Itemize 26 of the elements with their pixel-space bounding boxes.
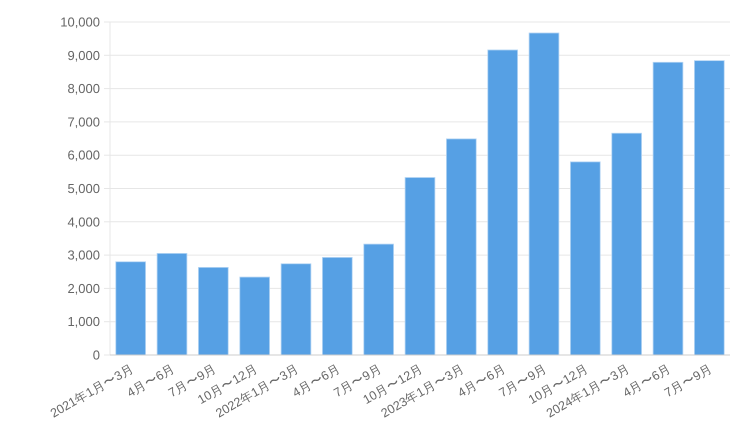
y-tick-label: 8,000 <box>67 81 100 96</box>
bar <box>487 50 518 356</box>
y-tick-label: 6,000 <box>67 148 100 163</box>
bar <box>363 244 394 356</box>
y-tick-label: 9,000 <box>67 48 100 63</box>
bar <box>115 261 146 356</box>
bar <box>528 32 560 356</box>
y-tick-label: 0 <box>92 348 100 362</box>
y-tick-label: 2,000 <box>67 280 100 296</box>
y-tick-label: 7,000 <box>67 114 100 130</box>
bar <box>198 267 229 356</box>
bar <box>156 253 188 356</box>
bar <box>322 257 353 356</box>
bar <box>611 132 642 356</box>
bar <box>652 62 684 356</box>
bar <box>239 276 270 356</box>
y-tick-label: 3,000 <box>67 248 100 263</box>
bar <box>404 177 436 356</box>
y-tick-label: 4,000 <box>67 214 100 230</box>
bar <box>570 161 601 356</box>
bar <box>280 263 312 356</box>
y-tick-label: 5,000 <box>67 181 100 196</box>
bar <box>446 138 477 356</box>
y-tick-label: 10,000 <box>60 14 100 30</box>
bar <box>694 60 725 356</box>
y-tick-label: 1,000 <box>67 314 100 330</box>
